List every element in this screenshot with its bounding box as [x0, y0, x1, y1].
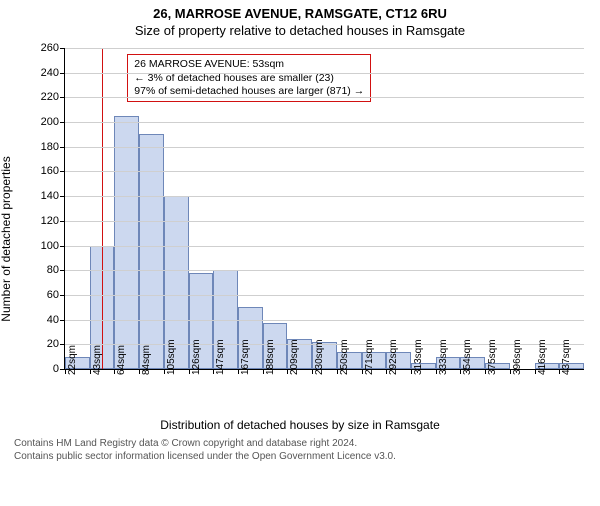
- x-tick-mark: [312, 369, 313, 374]
- y-axis-label: Number of detached properties: [0, 156, 13, 321]
- footer-line: Contains public sector information licen…: [14, 451, 586, 464]
- y-tick-mark: [60, 48, 65, 49]
- x-tick-label: 22sqm: [67, 345, 78, 375]
- annotation-line: 97% of semi-detached houses are larger (…: [134, 85, 364, 98]
- x-tick-label: 437sqm: [561, 339, 572, 375]
- y-tick-label: 60: [47, 289, 59, 301]
- bar: [114, 116, 139, 369]
- gridline: [65, 246, 584, 247]
- y-tick-mark: [60, 147, 65, 148]
- y-tick-label: 120: [41, 215, 59, 227]
- gridline: [65, 171, 584, 172]
- x-tick-label: 43sqm: [92, 345, 103, 375]
- y-tick-label: 220: [41, 91, 59, 103]
- y-tick-label: 180: [41, 141, 59, 153]
- annotation-box: 26 MARROSE AVENUE: 53sqm ← 3% of detache…: [127, 54, 371, 101]
- y-tick-label: 140: [41, 190, 59, 202]
- x-tick-label: 147sqm: [215, 339, 226, 375]
- y-tick-mark: [60, 320, 65, 321]
- gridline: [65, 221, 584, 222]
- gridline: [65, 48, 584, 49]
- y-tick-label: 0: [53, 363, 59, 375]
- x-tick-label: 354sqm: [462, 339, 473, 375]
- annotation-line: 26 MARROSE AVENUE: 53sqm: [134, 58, 364, 71]
- marker-line: [102, 48, 103, 369]
- page-subtitle: Size of property relative to detached ho…: [0, 23, 600, 38]
- gridline: [65, 97, 584, 98]
- y-tick-mark: [60, 221, 65, 222]
- y-tick-mark: [60, 246, 65, 247]
- x-tick-mark: [535, 369, 536, 374]
- footer: Contains HM Land Registry data © Crown c…: [14, 438, 586, 463]
- x-tick-label: 375sqm: [487, 339, 498, 375]
- y-tick-mark: [60, 122, 65, 123]
- y-tick-label: 260: [41, 42, 59, 54]
- y-tick-label: 80: [47, 264, 59, 276]
- gridline: [65, 147, 584, 148]
- x-tick-label: 292sqm: [388, 339, 399, 375]
- x-tick-mark: [411, 369, 412, 374]
- x-tick-label: 271sqm: [364, 339, 375, 375]
- x-tick-mark: [436, 369, 437, 374]
- footer-line: Contains HM Land Registry data © Crown c…: [14, 438, 586, 451]
- x-tick-label: 167sqm: [240, 339, 251, 375]
- page-title: 26, MARROSE AVENUE, RAMSGATE, CT12 6RU: [0, 6, 600, 21]
- plot-area: 26 MARROSE AVENUE: 53sqm ← 3% of detache…: [64, 48, 584, 370]
- x-tick-label: 188sqm: [265, 339, 276, 375]
- x-tick-label: 416sqm: [537, 339, 548, 375]
- bar: [139, 134, 164, 369]
- x-tick-label: 396sqm: [512, 339, 523, 375]
- x-tick-mark: [164, 369, 165, 374]
- gridline: [65, 295, 584, 296]
- y-tick-mark: [60, 97, 65, 98]
- x-tick-mark: [139, 369, 140, 374]
- y-tick-mark: [60, 196, 65, 197]
- y-tick-label: 20: [47, 338, 59, 350]
- x-tick-label: 64sqm: [116, 345, 127, 375]
- y-tick-mark: [60, 171, 65, 172]
- y-tick-label: 100: [41, 240, 59, 252]
- y-tick-label: 160: [41, 165, 59, 177]
- y-tick-mark: [60, 73, 65, 74]
- x-tick-mark: [263, 369, 264, 374]
- x-tick-label: 126sqm: [191, 339, 202, 375]
- x-tick-label: 84sqm: [141, 345, 152, 375]
- x-tick-mark: [189, 369, 190, 374]
- gridline: [65, 320, 584, 321]
- y-tick-label: 240: [41, 67, 59, 79]
- chart-container: Number of detached properties 26 MARROSE…: [10, 44, 590, 434]
- x-tick-mark: [362, 369, 363, 374]
- x-tick-mark: [65, 369, 66, 374]
- x-tick-label: 230sqm: [314, 339, 325, 375]
- x-axis-label: Distribution of detached houses by size …: [10, 418, 590, 432]
- y-tick-mark: [60, 295, 65, 296]
- x-tick-mark: [337, 369, 338, 374]
- y-tick-label: 200: [41, 116, 59, 128]
- x-tick-mark: [510, 369, 511, 374]
- gridline: [65, 73, 584, 74]
- gridline: [65, 196, 584, 197]
- y-tick-mark: [60, 270, 65, 271]
- y-tick-mark: [60, 344, 65, 345]
- x-tick-mark: [238, 369, 239, 374]
- x-tick-label: 105sqm: [166, 339, 177, 375]
- x-tick-mark: [485, 369, 486, 374]
- x-tick-label: 313sqm: [413, 339, 424, 375]
- y-tick-label: 40: [47, 314, 59, 326]
- gridline: [65, 122, 584, 123]
- x-tick-mark: [90, 369, 91, 374]
- x-tick-label: 250sqm: [339, 339, 350, 375]
- x-tick-label: 333sqm: [438, 339, 449, 375]
- x-tick-label: 209sqm: [289, 339, 300, 375]
- gridline: [65, 270, 584, 271]
